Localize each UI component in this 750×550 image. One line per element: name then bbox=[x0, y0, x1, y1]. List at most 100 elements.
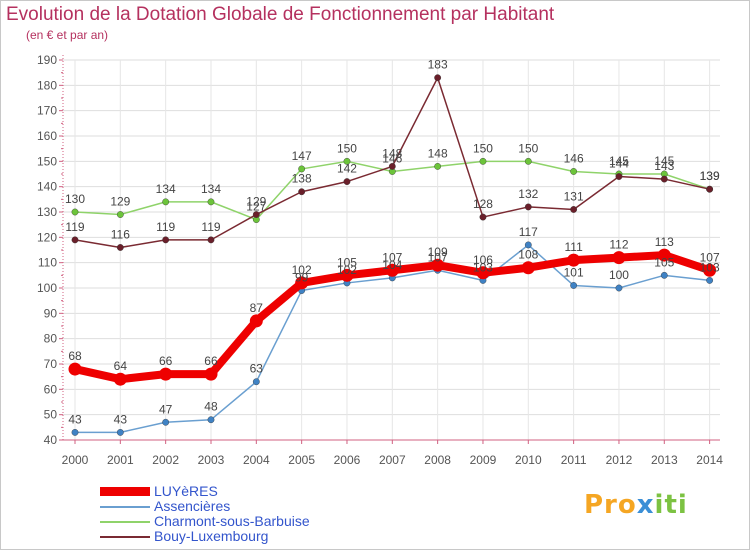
data-label-bouy-luxembourg: 144 bbox=[609, 157, 629, 171]
data-point-charmont-sous-barbuise bbox=[479, 157, 487, 165]
y-tick-label: 150 bbox=[37, 154, 57, 168]
data-label-luy-res: 111 bbox=[565, 240, 584, 254]
data-point-bouy-luxembourg bbox=[252, 211, 260, 218]
data-label-charmont-sous-barbuise: 150 bbox=[518, 141, 538, 155]
data-label-luy-res: 108 bbox=[518, 248, 538, 262]
x-tick-label: 2000 bbox=[62, 453, 89, 467]
data-point-luy-res bbox=[113, 372, 127, 386]
data-label-assenci-res: 47 bbox=[159, 402, 173, 416]
x-tick-label: 2006 bbox=[334, 453, 361, 467]
data-label-luy-res: 105 bbox=[337, 255, 357, 269]
legend-item-bouy: Bouy-Luxembourg bbox=[100, 529, 310, 544]
data-label-bouy-luxembourg: 132 bbox=[518, 187, 538, 201]
chart-subtitle: (en € et par an) bbox=[26, 28, 109, 42]
data-label-bouy-luxembourg: 139 bbox=[700, 169, 720, 183]
data-label-charmont-sous-barbuise: 150 bbox=[473, 141, 493, 155]
data-point-charmont-sous-barbuise bbox=[343, 157, 351, 165]
x-tick-label: 2009 bbox=[470, 453, 497, 467]
data-point-charmont-sous-barbuise bbox=[207, 198, 215, 206]
legend-swatch-assencieres bbox=[100, 505, 150, 508]
data-point-bouy-luxembourg bbox=[524, 203, 532, 211]
data-point-bouy-luxembourg bbox=[615, 173, 623, 180]
y-tick-label: 180 bbox=[37, 78, 57, 92]
data-label-luy-res: 113 bbox=[655, 235, 674, 249]
y-tick-label: 40 bbox=[44, 433, 58, 447]
data-label-charmont-sous-barbuise: 129 bbox=[110, 195, 130, 209]
y-tick-label: 70 bbox=[44, 357, 58, 371]
legend-label: Charmont-sous-Barbuise bbox=[154, 513, 310, 529]
data-point-luy-res bbox=[521, 261, 535, 275]
data-label-assenci-res: 104 bbox=[382, 258, 402, 272]
data-label-charmont-sous-barbuise: 127 bbox=[246, 200, 266, 214]
y-tick-label: 170 bbox=[37, 104, 57, 118]
data-point-luy-res bbox=[295, 276, 309, 290]
data-point-luy-res bbox=[249, 314, 263, 328]
data-point-charmont-sous-barbuise bbox=[71, 208, 79, 216]
data-label-assenci-res: 48 bbox=[204, 400, 218, 414]
data-point-bouy-luxembourg bbox=[162, 236, 170, 244]
data-label-luy-res: 64 bbox=[114, 359, 128, 373]
data-label-bouy-luxembourg: 131 bbox=[564, 189, 584, 203]
data-label-charmont-sous-barbuise: 148 bbox=[428, 146, 448, 160]
data-point-assenci-res bbox=[660, 271, 668, 279]
data-point-bouy-luxembourg bbox=[116, 244, 124, 251]
data-point-luy-res bbox=[340, 268, 354, 282]
data-point-luy-res bbox=[385, 263, 399, 277]
x-tick-label: 2014 bbox=[696, 453, 723, 467]
data-label-bouy-luxembourg: 138 bbox=[292, 172, 312, 186]
data-label-luy-res: 68 bbox=[68, 349, 82, 363]
x-tick-label: 2005 bbox=[288, 453, 315, 467]
proxiti-logo: Proxiti bbox=[584, 490, 688, 520]
data-point-bouy-luxembourg bbox=[388, 162, 396, 170]
data-point-charmont-sous-barbuise bbox=[298, 165, 306, 173]
data-label-assenci-res: 102 bbox=[337, 263, 357, 277]
data-point-assenci-res bbox=[706, 276, 714, 284]
y-tick-label: 160 bbox=[37, 129, 57, 143]
data-label-assenci-res: 107 bbox=[428, 250, 448, 264]
legend-swatch-charmont bbox=[100, 520, 150, 523]
data-label-bouy-luxembourg: 148 bbox=[382, 146, 402, 160]
x-tick-label: 2013 bbox=[651, 453, 678, 467]
data-point-luy-res bbox=[657, 248, 671, 262]
data-point-bouy-luxembourg bbox=[71, 236, 79, 244]
data-label-luy-res: 107 bbox=[700, 250, 720, 264]
y-tick-label: 140 bbox=[37, 180, 57, 194]
data-point-assenci-res bbox=[615, 284, 623, 292]
data-label-luy-res: 102 bbox=[292, 263, 312, 277]
data-point-bouy-luxembourg bbox=[706, 185, 714, 193]
data-label-luy-res: 112 bbox=[609, 238, 628, 252]
chart-title: Evolution de la Dotation Globale de Fonc… bbox=[6, 4, 555, 25]
y-tick-label: 60 bbox=[44, 382, 58, 396]
data-label-assenci-res: 100 bbox=[609, 268, 629, 282]
y-tick-label: 90 bbox=[44, 306, 58, 320]
data-label-charmont-sous-barbuise: 134 bbox=[156, 182, 176, 196]
data-point-assenci-res bbox=[71, 428, 79, 436]
data-label-assenci-res: 117 bbox=[519, 225, 538, 239]
data-label-assenci-res: 63 bbox=[250, 362, 264, 376]
data-label-luy-res: 66 bbox=[204, 354, 218, 368]
y-tick-label: 50 bbox=[44, 408, 58, 422]
data-point-charmont-sous-barbuise bbox=[162, 198, 170, 206]
y-tick-label: 80 bbox=[44, 332, 58, 346]
data-label-assenci-res: 103 bbox=[700, 260, 720, 274]
legend-swatch-bouy bbox=[100, 535, 150, 538]
chart-legend: LUYèRES Assencières Charmont-sous-Barbui… bbox=[100, 484, 310, 544]
data-label-luy-res: 87 bbox=[250, 301, 264, 315]
data-point-assenci-res bbox=[116, 428, 124, 436]
data-label-assenci-res: 43 bbox=[114, 412, 128, 426]
data-label-bouy-luxembourg: 143 bbox=[654, 159, 674, 173]
data-label-bouy-luxembourg: 183 bbox=[428, 58, 448, 72]
data-label-luy-res: 66 bbox=[159, 354, 173, 368]
data-label-luy-res: 109 bbox=[428, 245, 448, 259]
legend-swatch-luyeres bbox=[100, 487, 150, 496]
data-point-bouy-luxembourg bbox=[343, 178, 351, 186]
x-tick-label: 2002 bbox=[152, 453, 179, 467]
data-point-luy-res bbox=[159, 367, 173, 381]
data-point-luy-res bbox=[476, 266, 490, 280]
data-point-luy-res bbox=[703, 263, 717, 277]
data-point-bouy-luxembourg bbox=[570, 206, 578, 213]
legend-item-luyeres: LUYèRES bbox=[100, 484, 310, 499]
data-label-bouy-luxembourg: 119 bbox=[156, 220, 175, 234]
data-label-luy-res: 106 bbox=[473, 253, 493, 267]
